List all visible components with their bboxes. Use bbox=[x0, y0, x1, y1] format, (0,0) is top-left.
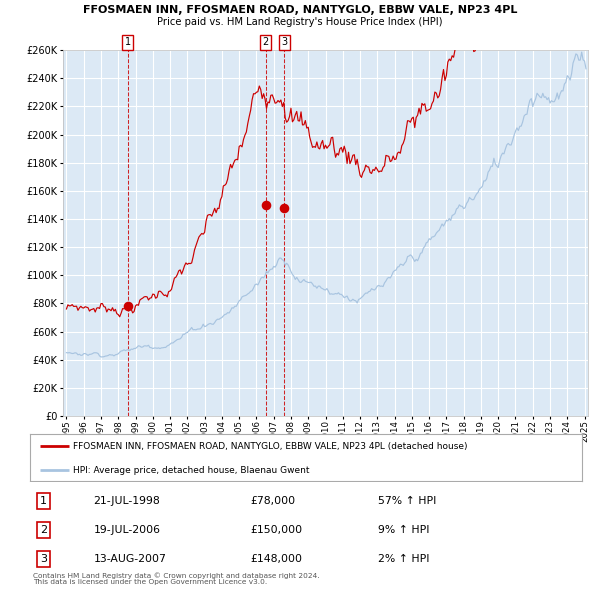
Text: This data is licensed under the Open Government Licence v3.0.: This data is licensed under the Open Gov… bbox=[33, 579, 267, 585]
Text: FFOSMAEN INN, FFOSMAEN ROAD, NANTYGLO, EBBW VALE, NP23 4PL: FFOSMAEN INN, FFOSMAEN ROAD, NANTYGLO, E… bbox=[83, 5, 517, 15]
Text: HPI: Average price, detached house, Blaenau Gwent: HPI: Average price, detached house, Blae… bbox=[73, 466, 310, 475]
Text: 2% ↑ HPI: 2% ↑ HPI bbox=[378, 554, 429, 564]
Text: 19-JUL-2006: 19-JUL-2006 bbox=[94, 525, 160, 535]
Text: 3: 3 bbox=[40, 554, 47, 564]
Text: 13-AUG-2007: 13-AUG-2007 bbox=[94, 554, 166, 564]
Text: FFOSMAEN INN, FFOSMAEN ROAD, NANTYGLO, EBBW VALE, NP23 4PL (detached house): FFOSMAEN INN, FFOSMAEN ROAD, NANTYGLO, E… bbox=[73, 442, 467, 451]
Text: 2: 2 bbox=[40, 525, 47, 535]
Text: Price paid vs. HM Land Registry's House Price Index (HPI): Price paid vs. HM Land Registry's House … bbox=[157, 17, 443, 27]
Point bbox=[261, 200, 271, 209]
Text: 21-JUL-1998: 21-JUL-1998 bbox=[94, 496, 160, 506]
Text: £148,000: £148,000 bbox=[251, 554, 303, 564]
Text: 2: 2 bbox=[263, 37, 269, 47]
Text: £150,000: £150,000 bbox=[251, 525, 303, 535]
Text: 1: 1 bbox=[40, 496, 47, 506]
Point bbox=[123, 301, 133, 311]
Point bbox=[280, 203, 289, 212]
Text: Contains HM Land Registry data © Crown copyright and database right 2024.: Contains HM Land Registry data © Crown c… bbox=[33, 572, 320, 579]
Text: 3: 3 bbox=[281, 37, 287, 47]
Text: 57% ↑ HPI: 57% ↑ HPI bbox=[378, 496, 436, 506]
Text: 1: 1 bbox=[125, 37, 131, 47]
Text: £78,000: £78,000 bbox=[251, 496, 296, 506]
Text: 9% ↑ HPI: 9% ↑ HPI bbox=[378, 525, 429, 535]
